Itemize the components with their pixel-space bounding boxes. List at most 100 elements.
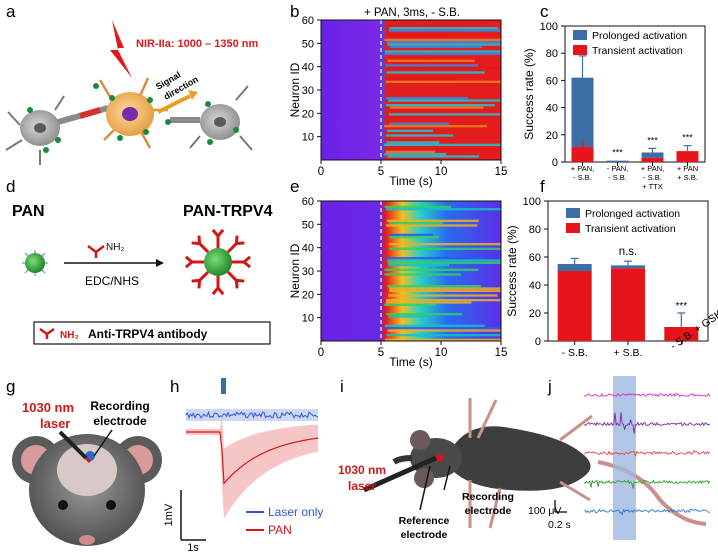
antibody-fork: [243, 260, 252, 269]
chart-frame: [564, 25, 706, 163]
heatmap-row: [386, 134, 454, 137]
legend-pan: PAN: [268, 523, 292, 537]
y-tick-label: 30: [302, 85, 314, 97]
x-category-label: + TTX: [642, 182, 663, 191]
heatmap-row: [384, 273, 461, 276]
heatmap-row: [388, 315, 430, 318]
x-category-label: - S.B.: [608, 173, 627, 182]
nh2-label: NH₂: [106, 242, 124, 253]
chart-c: 0 20 40 60 80 100 Success rate (%) Prolonged ac…: [522, 21, 706, 191]
laser-band: [186, 409, 318, 421]
panel-b-label: b: [290, 2, 299, 21]
laser-label-i-1: 1030 nm: [338, 463, 386, 477]
panel-a: a NIR-IIa: 1000 – 1350 nm Signal directi…: [5, 2, 259, 165]
heatmap-row: [386, 41, 501, 44]
heatmap-row: [385, 338, 501, 341]
heatmap-row: [387, 259, 501, 262]
channel-trace: [584, 479, 711, 489]
y-tick-label: 20: [529, 308, 541, 320]
heatmap-b-axes: 0 5 10 15 10 20 30 40 50 60: [302, 15, 508, 178]
pan-band: [186, 414, 318, 519]
scale-t-label: 1s: [187, 542, 199, 553]
panel-c-label: c: [540, 2, 549, 21]
heatmap-row: [386, 141, 440, 144]
significance-mark: ***: [675, 301, 687, 312]
heatmap-row: [387, 285, 481, 288]
heatmap-row: [386, 129, 434, 132]
pan-trace: [186, 431, 319, 485]
antibody-arm: [198, 270, 210, 282]
heatmap-row: [385, 257, 484, 260]
antibody-fork: [184, 255, 193, 264]
y-tick-label: 40: [302, 62, 314, 74]
x-category-label: + S.B.: [677, 173, 698, 182]
heatmap-row: [388, 294, 498, 297]
heatmap-row: [389, 236, 440, 239]
reference-label-i-2: electrode: [401, 529, 448, 541]
antibody-fork: [197, 235, 202, 244]
y-tick-label: 20: [546, 130, 558, 142]
antibody-arm: [226, 242, 238, 254]
x-category-label: - PAN,: [607, 164, 629, 173]
nanoparticle-dots: [27, 83, 239, 153]
legend-swatch-transient: [573, 45, 587, 55]
y-tick-label: 0: [535, 336, 541, 348]
chart-ylabel: Success rate (%): [505, 225, 519, 316]
panel-g: g 1030 nm laser Recording electrode: [6, 377, 162, 546]
y-tick-label: 40: [529, 280, 541, 292]
legend-swatch-prolonged: [566, 208, 580, 218]
bar-transient: [611, 268, 645, 341]
heatmap-row: [386, 104, 495, 107]
heatmap-e-ylabel: Neuron ID: [288, 243, 302, 298]
y-tick-label: 30: [302, 266, 314, 278]
lightning-icon: [110, 20, 132, 78]
scale-j-t-label: 0.2 s: [548, 519, 571, 531]
nir-label: NIR-IIa: 1000 – 1350 nm: [136, 38, 259, 50]
recording-electrode-i-icon: [443, 465, 451, 491]
reagent-label: EDC/NHS: [85, 274, 139, 288]
heatmap-row: [386, 219, 479, 222]
heatmap-row: [387, 59, 475, 62]
antibody-icon: NH₂: [87, 242, 124, 258]
heatmap-row: [388, 261, 501, 264]
panel-e-label: e: [290, 177, 299, 196]
panel-d-label: d: [6, 177, 15, 196]
channel-trace: [584, 412, 711, 434]
heatmap-row: [389, 287, 501, 290]
y-tick-label: 60: [302, 15, 314, 27]
significance-mark: ***: [682, 133, 693, 143]
heatmap-row: [386, 334, 501, 337]
heatmap-b-xlabel: Time (s): [389, 174, 433, 188]
reference-label-i-1: Reference: [399, 515, 450, 527]
heatmap-row: [384, 143, 501, 146]
legend-swatch-transient: [566, 223, 580, 233]
y-tick-label: 50: [302, 38, 314, 50]
bar-prolonged: [611, 265, 645, 269]
antibody-label: Anti-TRPV4 antibody: [88, 327, 208, 341]
x-category-label: - S.B.: [643, 173, 662, 182]
bar-transient: [571, 147, 594, 162]
heatmap-row: [384, 327, 501, 330]
heatmap-row: [388, 264, 450, 267]
mouse-head-icon: [12, 434, 162, 546]
y-tick-label: 60: [302, 196, 314, 208]
antibody-nh2-label: NH₂: [60, 330, 79, 341]
heatmap-row: [389, 233, 434, 236]
y-tick-label: 50: [302, 219, 314, 231]
heatmap-e-xlabel: Time (s): [389, 355, 433, 369]
legend-swatch-prolonged: [573, 30, 587, 40]
antibody-fork: [236, 241, 245, 246]
heatmap-row: [385, 301, 472, 304]
bar-prolonged: [606, 160, 629, 162]
heatmap-row: [388, 243, 501, 246]
y-tick-label: 100: [540, 21, 558, 33]
antibody-fork: [234, 280, 239, 289]
heatmap-row: [386, 71, 485, 74]
bar-transient: [641, 157, 664, 162]
trace-h: [185, 409, 319, 519]
laser-label-g-2: laser: [40, 416, 70, 431]
legend-transient: Transient activation: [585, 223, 676, 235]
x-category-label: + PAN,: [641, 164, 664, 173]
heatmap-row: [384, 205, 452, 208]
y-tick-label: 80: [529, 224, 541, 236]
